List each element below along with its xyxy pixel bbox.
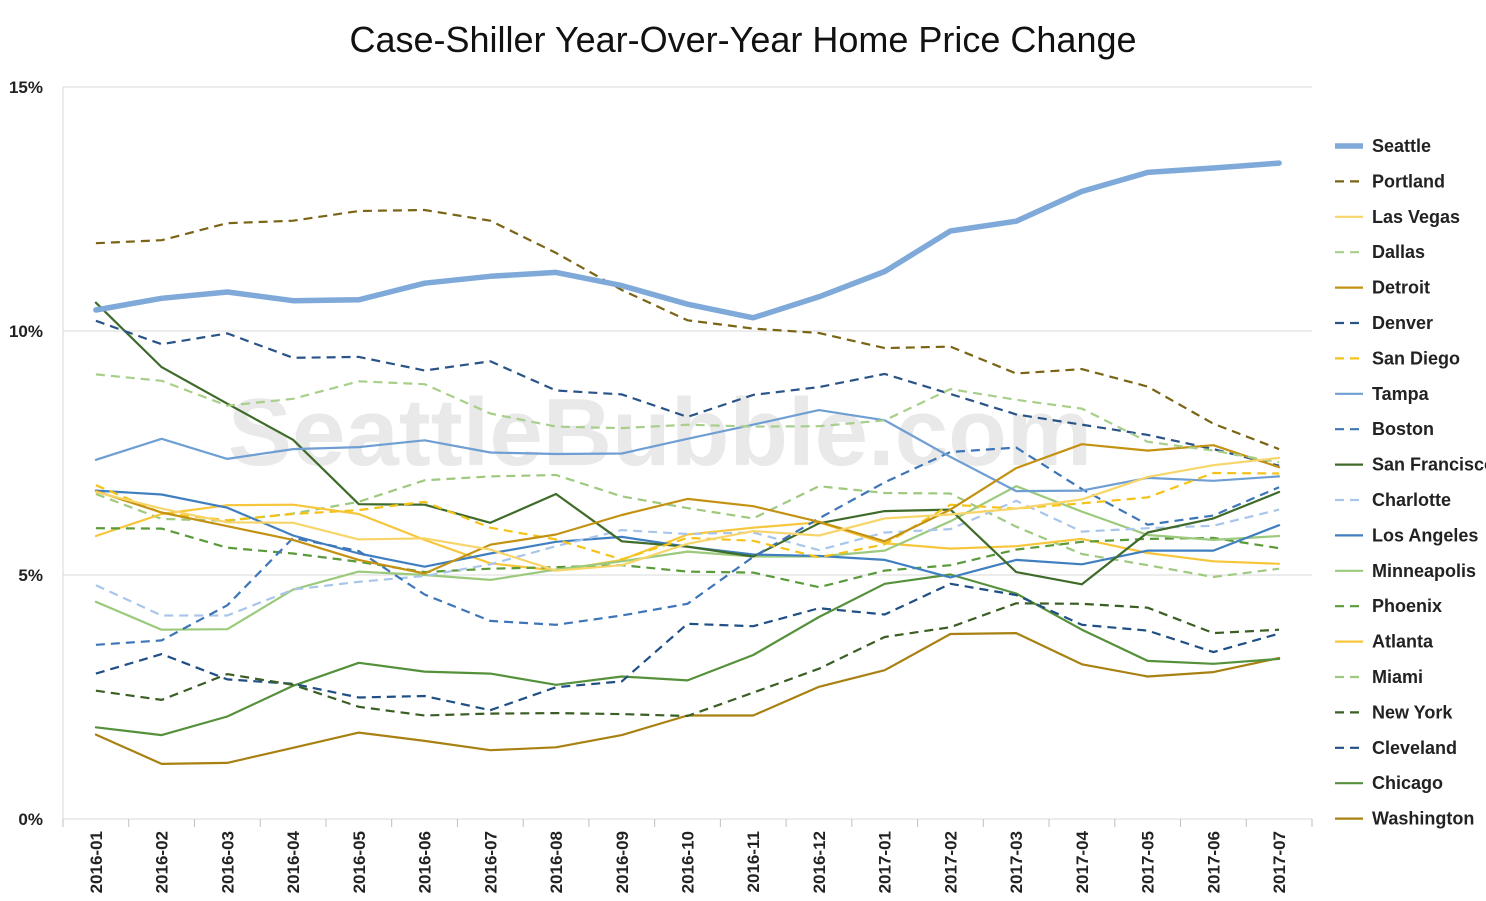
series-line-las-vegas <box>94 456 1281 572</box>
legend-label: San Francisco <box>1372 455 1486 475</box>
series-line-cleveland <box>95 582 1280 712</box>
legend-label: Las Vegas <box>1372 207 1460 227</box>
series-line-tampa <box>94 409 1281 493</box>
y-tick-label: 0% <box>18 810 43 829</box>
legend-label: Denver <box>1372 313 1433 333</box>
legend-label: Phoenix <box>1372 596 1442 616</box>
series-line-chicago <box>94 573 1281 737</box>
x-tick-label: 2016-04 <box>284 830 303 893</box>
x-tick-label: 2017-07 <box>1270 831 1289 893</box>
legend-label: Seattle <box>1372 136 1431 156</box>
series-lines <box>93 160 1282 766</box>
legend-label: Boston <box>1372 419 1434 439</box>
legend: Seattle Portland Las Vegas Dallas Detroit Den… <box>1335 136 1486 829</box>
x-tick-label: 2017-06 <box>1204 831 1223 893</box>
legend-label: Chicago <box>1372 773 1443 793</box>
x-tick-label: 2017-03 <box>1007 831 1026 893</box>
series-line-charlotte <box>95 499 1280 617</box>
x-tick-label: 2016-05 <box>350 831 369 893</box>
series-line-portland <box>95 208 1280 451</box>
x-tick-label: 2016-01 <box>87 831 106 893</box>
x-tick-label: 2016-06 <box>416 831 435 893</box>
y-tick-label: 15% <box>9 78 43 97</box>
series-line-phoenix <box>95 527 1280 589</box>
x-tick-label: 2017-01 <box>876 831 895 893</box>
x-axis-ticks: 2016-01 2016-02 2016-03 2016-04 2016-05 2016-… <box>62 819 1313 893</box>
series-line-san-francisco <box>94 301 1281 586</box>
legend-label: Cleveland <box>1372 738 1457 758</box>
gridlines <box>62 86 1312 820</box>
legend-label: Los Angeles <box>1372 525 1478 545</box>
x-tick-label: 2016-07 <box>481 831 500 893</box>
series-line-san-diego <box>95 471 1280 561</box>
chart-watermark: SeattleBubble.com <box>228 379 1092 486</box>
x-tick-label: 2017-05 <box>1139 831 1158 893</box>
legend-label: New York <box>1372 702 1453 722</box>
y-tick-label: 5% <box>18 566 43 585</box>
legend-label: Minneapolis <box>1372 561 1476 581</box>
series-line-boston <box>95 446 1280 646</box>
x-tick-label: 2017-04 <box>1073 830 1092 893</box>
series-line-new-york <box>95 602 1280 718</box>
legend-label: Detroit <box>1372 278 1430 298</box>
series-line-dallas <box>95 373 1280 464</box>
legend-label: Charlotte <box>1372 490 1451 510</box>
legend-label: Washington <box>1372 809 1474 829</box>
legend-label: Miami <box>1372 667 1423 687</box>
x-tick-label: 2016-09 <box>613 831 632 893</box>
x-tick-label: 2016-08 <box>547 831 566 893</box>
series-line-seattle <box>93 160 1282 321</box>
legend-label: Portland <box>1372 171 1445 191</box>
x-tick-label: 2016-10 <box>679 831 698 893</box>
x-tick-label: 2016-11 <box>744 831 763 892</box>
x-tick-label: 2016-02 <box>153 831 172 893</box>
y-tick-label: 10% <box>9 322 43 341</box>
y-axis-ticks: 0% 5% 10% 15% <box>9 78 43 829</box>
series-line-minneapolis <box>94 485 1281 631</box>
series-line-atlanta <box>94 503 1281 572</box>
x-tick-label: 2017-02 <box>941 831 960 893</box>
chart-title: Case-Shiller Year-Over-Year Home Price C… <box>349 19 1136 60</box>
series-line-detroit <box>94 443 1281 575</box>
legend-label: San Diego <box>1372 348 1460 368</box>
series-line-washington <box>94 631 1281 766</box>
x-tick-label: 2016-12 <box>810 831 829 893</box>
legend-label: Dallas <box>1372 242 1425 262</box>
legend-label: Atlanta <box>1372 632 1434 652</box>
legend-label: Tampa <box>1372 384 1430 404</box>
x-tick-label: 2016-03 <box>218 831 237 893</box>
